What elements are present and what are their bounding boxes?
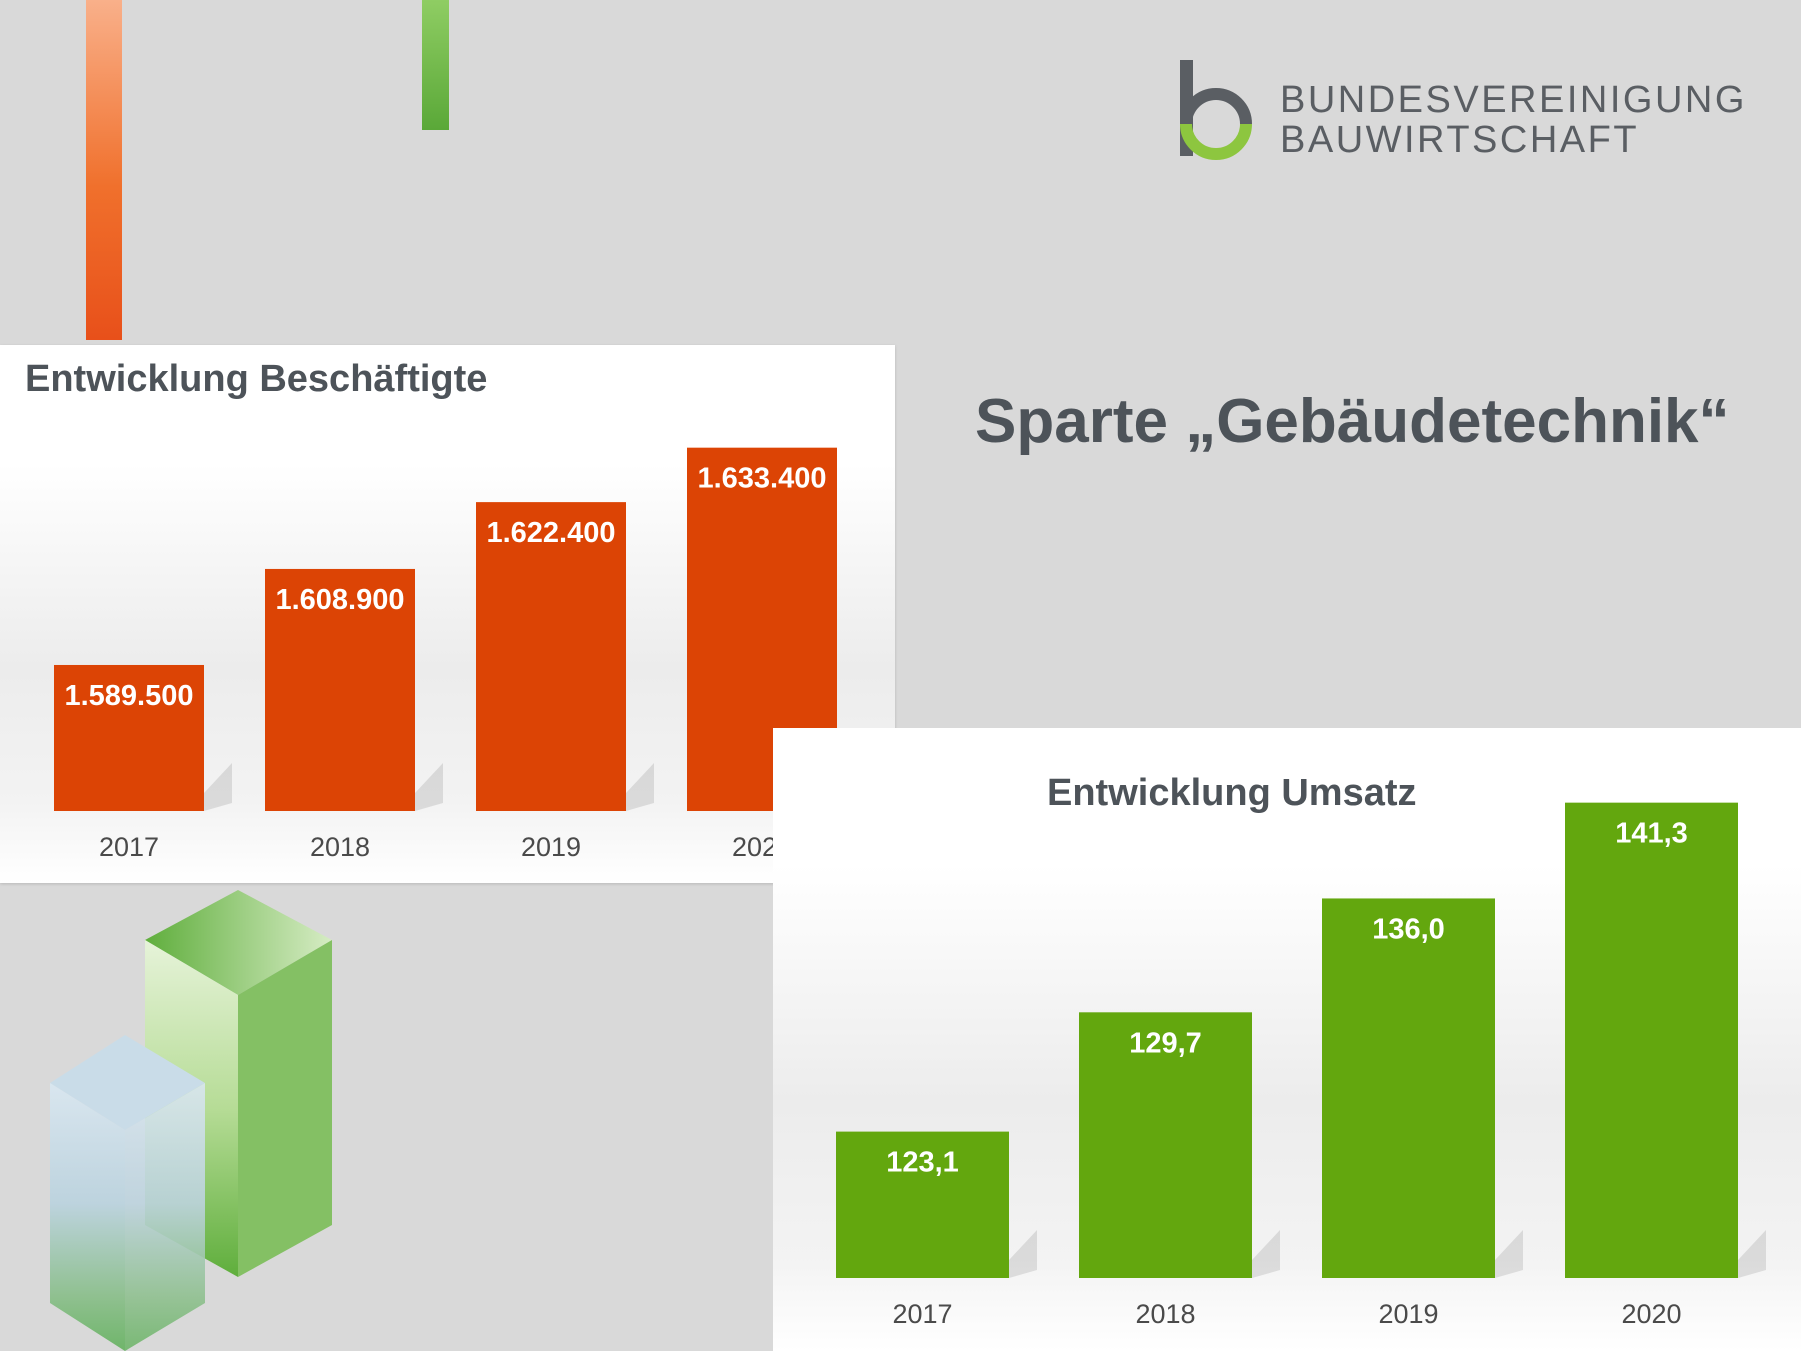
logo-line-1: BUNDESVEREINIGUNG xyxy=(1280,79,1747,121)
revenue-chart-card: Entwicklung Umsatz 123,1 2017 129,7 2018 136… xyxy=(773,728,1801,1351)
employees-bar-2017 xyxy=(54,664,204,811)
employees-bar-shadow xyxy=(626,763,654,811)
revenue-chart: Entwicklung Umsatz 123,1 2017 129,7 2018 136… xyxy=(836,772,1766,1329)
logo-line-2: BAUWIRTSCHAFT xyxy=(1280,119,1640,161)
employees-value-label-2017: 1.589.500 xyxy=(64,680,193,712)
page-headline: Sparte „Gebäudetechnik“ xyxy=(975,387,1730,456)
revenue-bar-shadow xyxy=(1495,1230,1523,1278)
employees-value-label-2019: 1.622.400 xyxy=(486,517,615,549)
revenue-bar-2017 xyxy=(836,1131,1009,1278)
revenue-bar-2018 xyxy=(1079,1012,1252,1278)
revenue-value-label-2020: 141,3 xyxy=(1615,818,1688,850)
logo: BUNDESVEREINIGUNG BAUWIRTSCHAFT xyxy=(1176,58,1756,168)
revenue-value-label-2019: 136,0 xyxy=(1372,913,1445,945)
logo-wordmark: BUNDESVEREINIGUNG BAUWIRTSCHAFT xyxy=(1280,80,1747,160)
revenue-bar-2019 xyxy=(1322,898,1495,1278)
revenue-tick-label-2017: 2017 xyxy=(892,1299,952,1329)
employees-bar-2019 xyxy=(476,502,626,811)
revenue-tick-label-2019: 2019 xyxy=(1378,1299,1438,1329)
revenue-bar-shadow xyxy=(1252,1230,1280,1278)
decorative-green-bar xyxy=(422,0,449,130)
decorative-prisms xyxy=(50,890,332,1351)
decorative-orange-bar xyxy=(86,0,122,340)
employees-bar-shadow xyxy=(204,763,232,811)
revenue-chart-title: Entwicklung Umsatz xyxy=(1047,772,1417,814)
revenue-value-label-2017: 123,1 xyxy=(886,1147,959,1179)
employees-tick-label-2019: 2019 xyxy=(521,832,581,862)
logo-mark-icon xyxy=(1180,60,1252,160)
employees-tick-label-2018: 2018 xyxy=(310,832,370,862)
employees-chart-card: Entwicklung Beschäftigte 1.589.500 2017 1.… xyxy=(0,345,895,883)
employees-value-label-2018: 1.608.900 xyxy=(275,584,404,616)
employees-chart: Entwicklung Beschäftigte 1.589.500 2017 1.… xyxy=(25,358,865,862)
revenue-value-label-2018: 129,7 xyxy=(1129,1027,1202,1059)
employees-bar-2018 xyxy=(265,568,415,811)
employees-chart-title: Entwicklung Beschäftigte xyxy=(25,358,487,400)
revenue-tick-label-2020: 2020 xyxy=(1621,1299,1681,1329)
employees-tick-label-2017: 2017 xyxy=(99,832,159,862)
employees-bar-shadow xyxy=(415,763,443,811)
revenue-bar-2020 xyxy=(1565,802,1738,1278)
revenue-bar-shadow xyxy=(1009,1230,1037,1278)
employees-value-label-2020: 1.633.400 xyxy=(697,463,826,495)
revenue-bar-shadow xyxy=(1738,1230,1766,1278)
revenue-tick-label-2018: 2018 xyxy=(1135,1299,1195,1329)
